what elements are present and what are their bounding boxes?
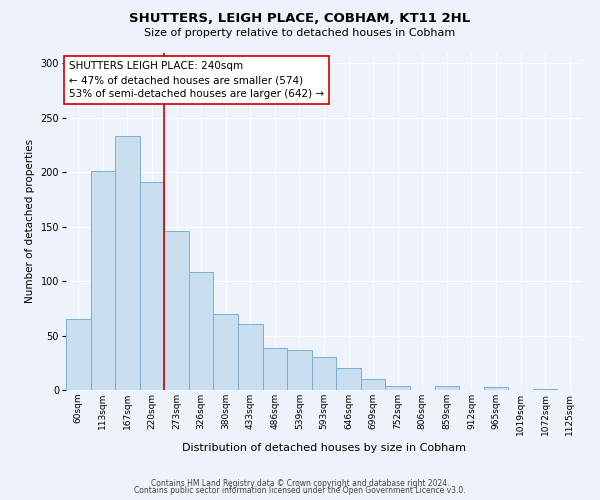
Bar [484, 386, 508, 390]
Bar [533, 389, 557, 390]
Y-axis label: Number of detached properties: Number of detached properties [25, 139, 35, 304]
Bar [336, 368, 361, 390]
Bar [115, 136, 140, 390]
Bar [164, 231, 189, 390]
Text: Contains HM Land Registry data © Crown copyright and database right 2024.: Contains HM Land Registry data © Crown c… [151, 478, 449, 488]
Bar [263, 348, 287, 390]
Bar [312, 358, 336, 390]
X-axis label: Distribution of detached houses by size in Cobham: Distribution of detached houses by size … [182, 443, 466, 453]
Text: Size of property relative to detached houses in Cobham: Size of property relative to detached ho… [145, 28, 455, 38]
Text: Contains public sector information licensed under the Open Government Licence v3: Contains public sector information licen… [134, 486, 466, 495]
Bar [434, 386, 459, 390]
Bar [214, 314, 238, 390]
Text: SHUTTERS, LEIGH PLACE, COBHAM, KT11 2HL: SHUTTERS, LEIGH PLACE, COBHAM, KT11 2HL [130, 12, 470, 26]
Bar [189, 272, 214, 390]
Bar [238, 324, 263, 390]
Bar [91, 171, 115, 390]
Bar [66, 319, 91, 390]
Bar [287, 350, 312, 390]
Bar [361, 379, 385, 390]
Text: SHUTTERS LEIGH PLACE: 240sqm
← 47% of detached houses are smaller (574)
53% of s: SHUTTERS LEIGH PLACE: 240sqm ← 47% of de… [69, 61, 324, 99]
Bar [385, 386, 410, 390]
Bar [140, 182, 164, 390]
